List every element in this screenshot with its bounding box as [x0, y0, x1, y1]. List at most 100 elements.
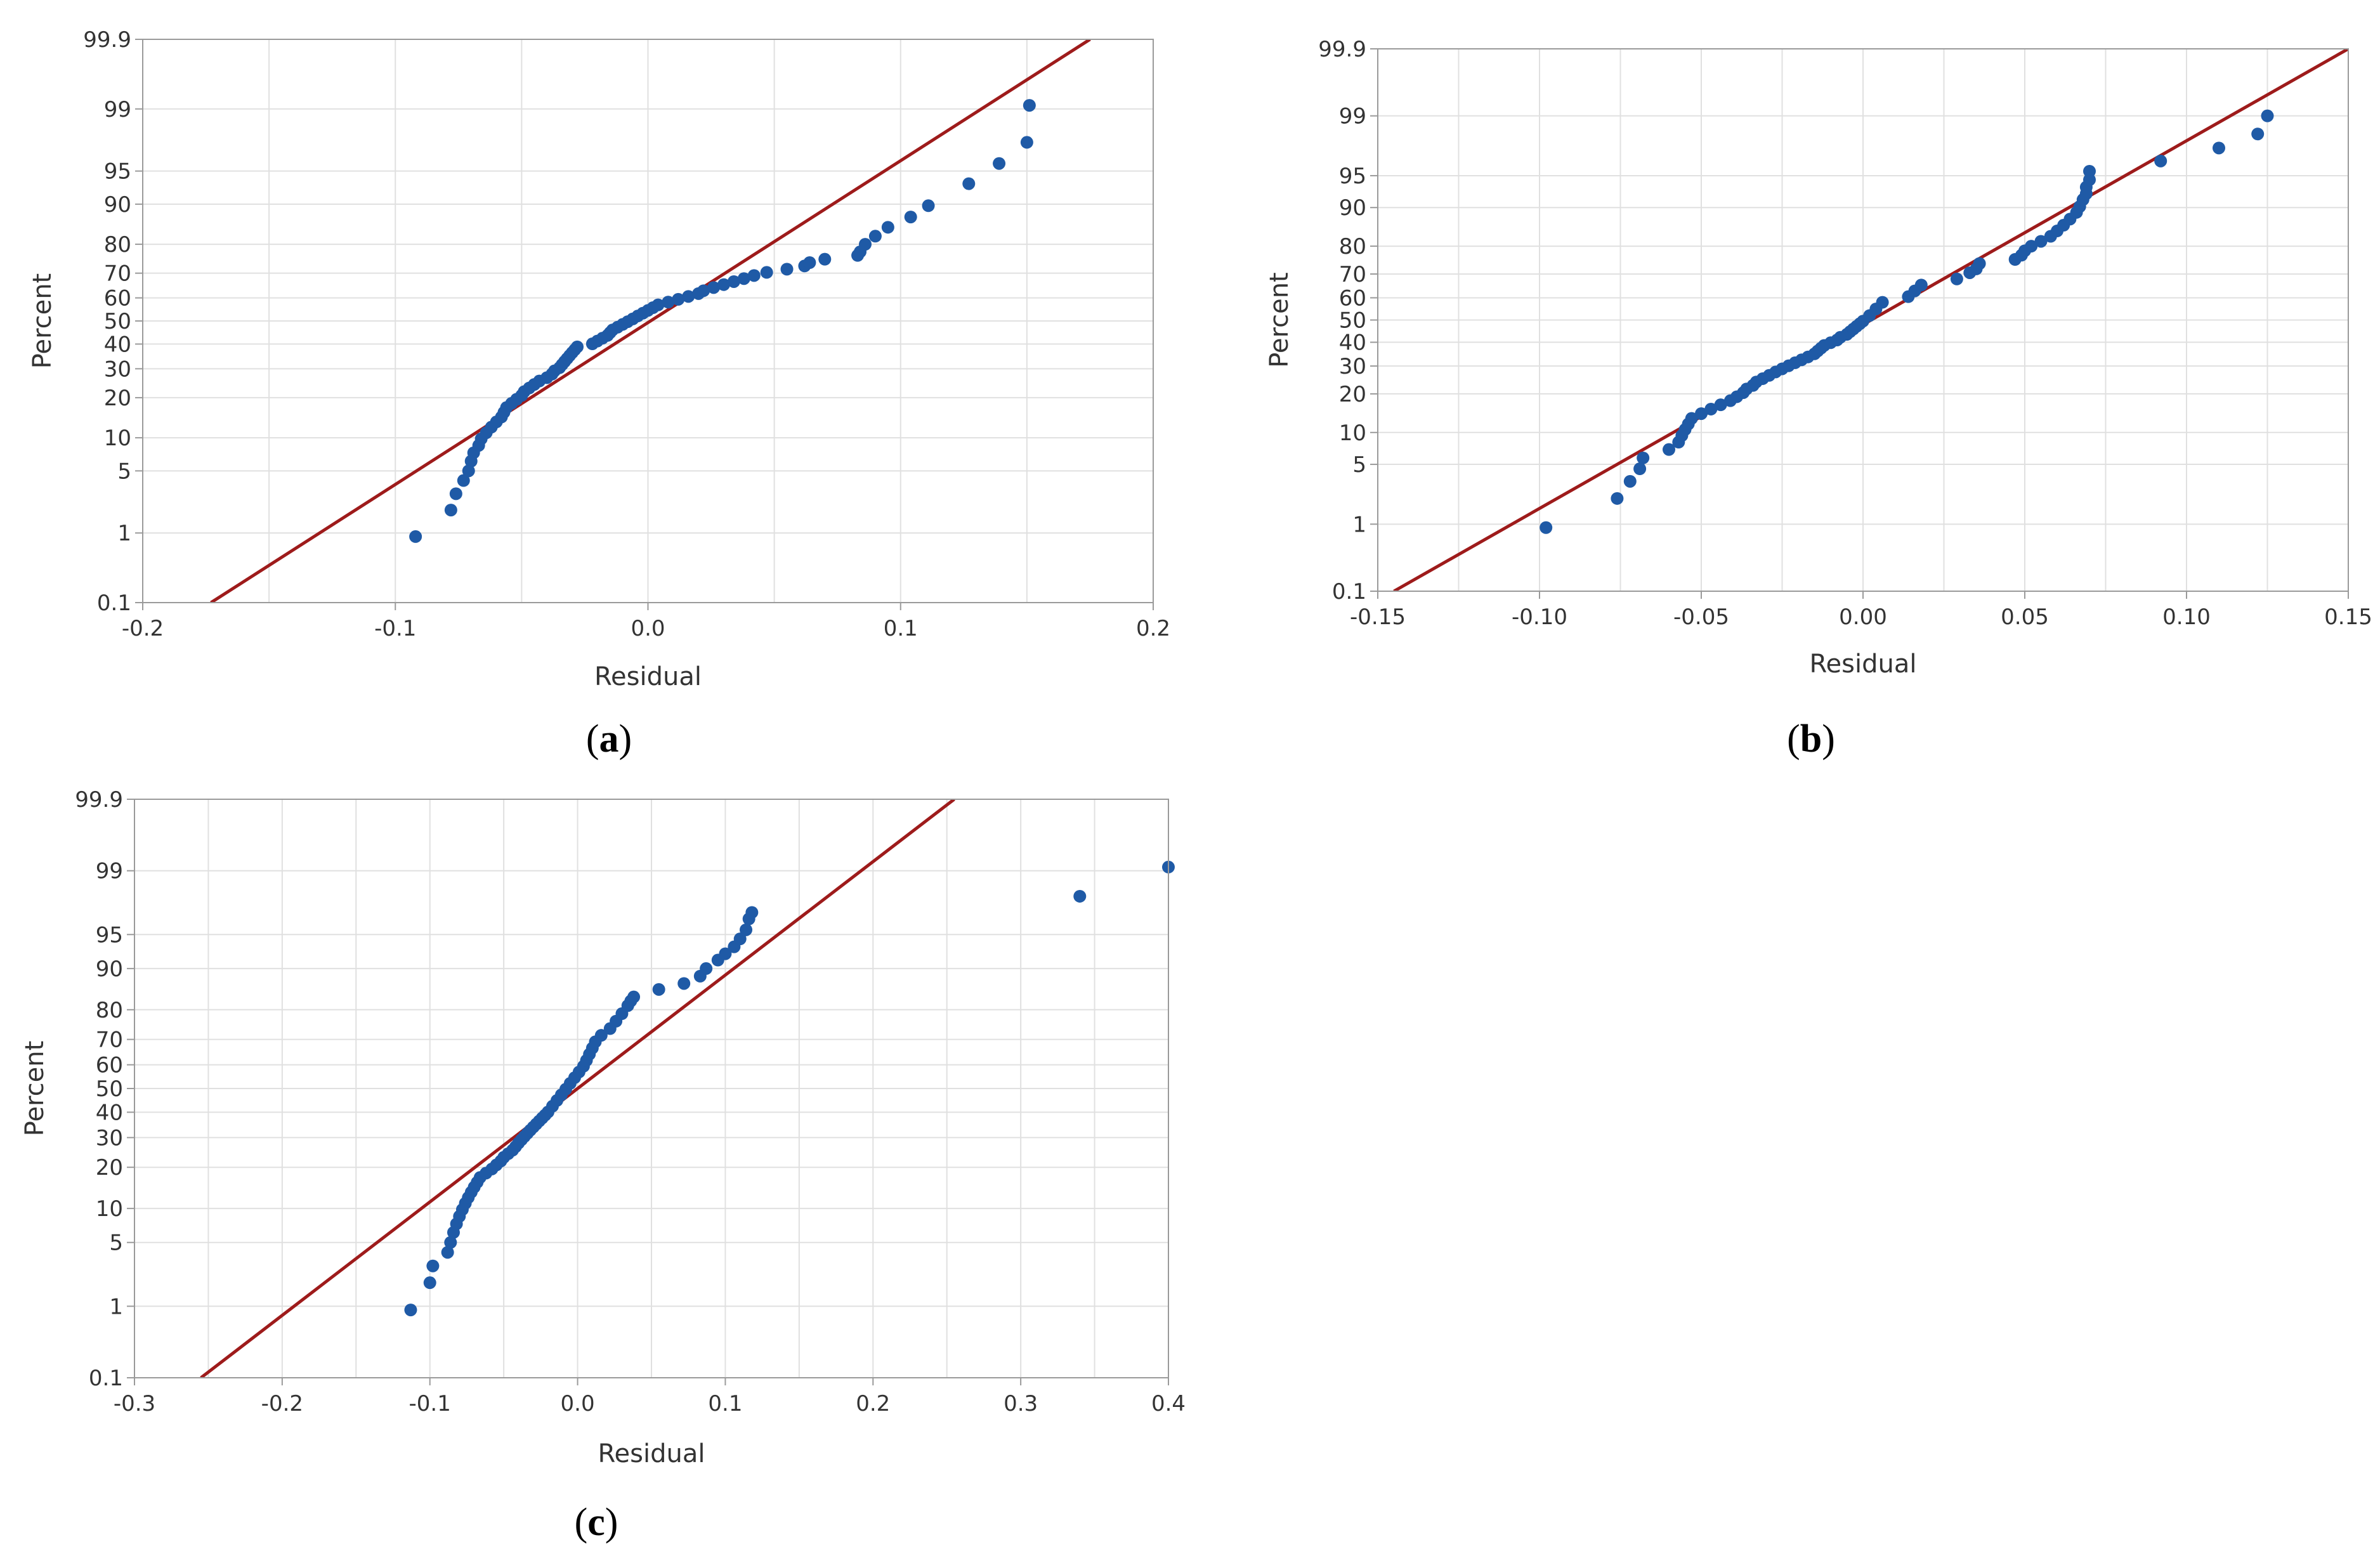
y-tick-label: 99.9	[75, 787, 123, 813]
data-point	[1914, 278, 1928, 292]
data-point	[570, 340, 584, 353]
y-tick-label: 30	[1339, 354, 1366, 379]
data-point	[1704, 402, 1718, 415]
x-tick-label: -0.1	[409, 1391, 451, 1416]
y-tick-label: 0.1	[89, 1366, 123, 1391]
data-point	[2025, 240, 2038, 253]
data-point	[2034, 235, 2048, 248]
x-tick-label: 0.10	[2162, 605, 2211, 630]
x-tick-label: 0.4	[1151, 1391, 1186, 1416]
y-tick-label: 10	[104, 426, 131, 451]
y-tick-label: 0.1	[1332, 579, 1366, 605]
y-tick-label: 10	[96, 1196, 123, 1222]
x-axis-label: Residual	[1810, 650, 1917, 679]
y-tick-label: 20	[104, 386, 131, 411]
y-tick-label: 40	[1339, 330, 1366, 356]
x-axis-label: Residual	[594, 662, 702, 691]
data-point	[868, 230, 882, 243]
data-point	[858, 238, 872, 251]
data-point	[740, 923, 753, 936]
y-tick-label: 95	[1339, 164, 1366, 189]
data-point	[780, 263, 794, 276]
data-point	[1973, 257, 1986, 270]
data-point	[651, 298, 665, 311]
y-tick-label: 40	[96, 1100, 123, 1125]
data-point	[1663, 443, 1675, 456]
y-tick-label: 5	[1352, 452, 1366, 478]
data-point	[441, 1246, 454, 1259]
y-tick-label: 99.9	[83, 27, 131, 53]
data-point	[409, 530, 422, 543]
y-tick-label: 99.9	[1318, 37, 1366, 62]
data-point	[719, 947, 732, 960]
y-tick-label: 1	[117, 521, 131, 546]
x-tick-label: 0.2	[1136, 616, 1170, 641]
data-point	[2261, 109, 2274, 122]
data-point	[803, 256, 816, 270]
y-tick-label: 95	[104, 159, 131, 185]
x-tick-label: -0.05	[1673, 605, 1729, 630]
y-tick-label: 99	[96, 859, 123, 884]
data-point	[444, 504, 457, 517]
data-point	[1695, 407, 1708, 421]
y-axis-label: Percent	[20, 1041, 49, 1137]
data-point	[904, 211, 917, 224]
data-point	[1714, 398, 1727, 412]
x-tick-label: -0.2	[122, 616, 164, 641]
data-point	[672, 292, 685, 306]
data-point	[2154, 154, 2168, 167]
data-point	[426, 1259, 440, 1272]
y-tick-label: 90	[104, 192, 131, 218]
y-axis-label: Percent	[1265, 272, 1294, 368]
panel-label: (b)	[1787, 717, 1835, 761]
x-tick-label: 0.2	[856, 1391, 890, 1416]
data-point	[594, 1029, 608, 1042]
y-tick-label: 50	[1339, 308, 1366, 334]
y-tick-label: 20	[1339, 382, 1366, 407]
y-tick-label: 99	[104, 97, 131, 122]
data-point	[993, 157, 1006, 170]
data-point	[745, 906, 759, 919]
panel-label: (a)	[586, 717, 632, 761]
y-tick-label: 70	[104, 261, 131, 287]
y-tick-label: 99	[1339, 104, 1366, 129]
y-tick-label: 50	[96, 1076, 123, 1102]
data-point	[1023, 99, 1036, 112]
x-axis-label: Residual	[598, 1439, 705, 1468]
y-tick-label: 70	[96, 1028, 123, 1053]
data-point	[1950, 272, 1963, 285]
x-tick-label: 0.05	[2001, 605, 2049, 630]
data-point	[1623, 474, 1637, 488]
fit-line	[200, 799, 955, 1378]
data-point	[760, 266, 773, 279]
data-point	[2213, 141, 2225, 155]
y-tick-label: 80	[96, 998, 123, 1023]
y-tick-label: 90	[96, 957, 123, 982]
y-tick-label: 30	[96, 1125, 123, 1151]
chart-panel-c: -0.3 -0.2 -0.1 0.0 0.1 0.2 0.3 0.4 0.1 1 5 10 20 3040…	[20, 787, 1186, 1544]
data-point	[1685, 412, 1698, 425]
data-point	[881, 221, 894, 234]
data-point	[733, 932, 747, 946]
data-point	[444, 1236, 457, 1249]
x-tick-label: -0.15	[1350, 605, 1406, 630]
data-point	[627, 990, 641, 1004]
y-tick-label: 70	[1339, 262, 1366, 287]
data-point	[717, 278, 730, 291]
data-point	[1633, 462, 1647, 476]
data-point	[1876, 296, 1889, 309]
data-point	[707, 281, 721, 294]
y-tick-label: 5	[109, 1231, 123, 1256]
data-point	[662, 296, 675, 309]
x-tick-label: 0.15	[2324, 605, 2372, 630]
data-point	[818, 252, 832, 266]
y-tick-label: 95	[96, 922, 123, 948]
y-axis-label: Percent	[28, 273, 57, 369]
data-point	[1540, 521, 1553, 534]
y-tick-label: 60	[1339, 285, 1366, 311]
x-tick-label: 0.0	[631, 616, 665, 641]
data-point	[700, 962, 713, 975]
data-point	[449, 487, 462, 500]
y-tick-label: 30	[104, 356, 131, 382]
